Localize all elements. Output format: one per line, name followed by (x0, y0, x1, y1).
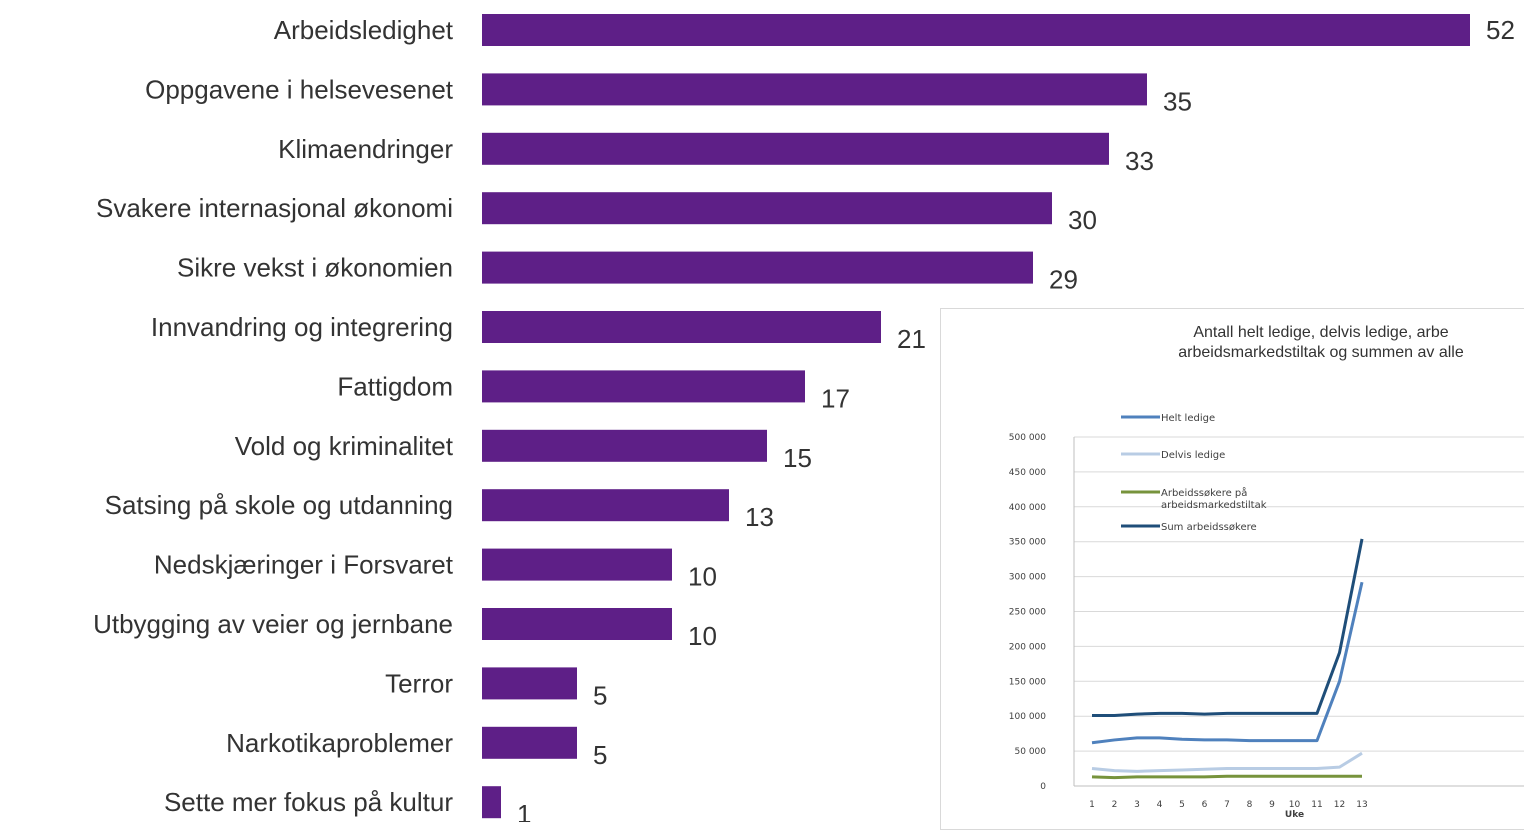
series-line (1091, 751, 1363, 773)
bar-value-label: 15 (783, 443, 812, 473)
x-axis-label: Uke (1285, 810, 1304, 820)
bar-value-label: 29 (1049, 265, 1078, 295)
x-tick-label: 2 (1112, 800, 1118, 810)
bar-category-label: Arbeidsledighet (274, 15, 454, 45)
bar-category-label: Satsing på skole og utdanning (105, 490, 453, 520)
bar-value-label: 5 (593, 680, 607, 710)
bar-value-label: 21 (897, 324, 926, 354)
x-tick-label: 10 (1289, 800, 1301, 810)
inset-title-line-2: arbeidsmarkedstiltak og summen av alle (1178, 344, 1464, 361)
legend-entry: arbeidsmarkedstiltak (1161, 500, 1267, 511)
bar-value-label: 1 (517, 799, 531, 822)
bar (482, 14, 1470, 46)
bar-value-label: 5 (593, 740, 607, 770)
bar-category-label: Narkotikaproblemer (226, 728, 453, 758)
bar-value-label: 10 (688, 621, 717, 651)
bar-category-label: Svakere internasjonal økonomi (96, 193, 453, 223)
y-tick-label: 400 000 (1009, 503, 1046, 513)
bar (482, 429, 767, 462)
y-tick-label: 50 000 (1015, 747, 1047, 757)
x-tick-label: 8 (1247, 800, 1253, 810)
bar (482, 489, 729, 522)
bar-value-label: 30 (1068, 205, 1097, 235)
x-tick-label: 9 (1269, 800, 1275, 810)
series-line (1091, 774, 1362, 780)
inset-chart-title: Antall helt ledige, delvis ledige, arbe … (941, 323, 1524, 363)
bar-value-label: 52 (1486, 15, 1515, 45)
x-tick-label: 4 (1157, 800, 1163, 810)
y-tick-label: 450 000 (1009, 468, 1046, 478)
legend-entry: Helt ledige (1161, 413, 1215, 424)
x-tick-label: 6 (1202, 800, 1208, 810)
bar-category-label: Innvandring og integrering (151, 312, 453, 342)
series-line (1092, 538, 1364, 718)
bar (482, 311, 881, 343)
bar-category-label: Utbygging av veier og jernbane (93, 609, 453, 639)
bar-value-label: 33 (1125, 146, 1154, 176)
bar (482, 251, 1033, 284)
bar (482, 667, 577, 700)
series-line (1091, 581, 1364, 745)
bar (482, 726, 577, 759)
y-tick-label: 200 000 (1009, 642, 1046, 652)
y-tick-label: 300 000 (1009, 573, 1046, 583)
x-tick-label: 5 (1179, 800, 1185, 810)
bar-category-label: Sikre vekst i økonomien (177, 253, 453, 283)
bar-category-label: Fattigdom (337, 371, 453, 401)
y-tick-label: 150 000 (1009, 677, 1046, 687)
inset-title-line-1: Antall helt ledige, delvis ledige, arbe (1193, 324, 1449, 341)
inset-line-chart: 0 50 000 100 000 150 000 200 000 250 000 300 0… (1009, 413, 1524, 820)
y-tick-label: 500 000 (1009, 433, 1046, 443)
bar-value-label: 17 (821, 383, 850, 413)
bar (482, 132, 1109, 165)
bar-category-label: Oppgavene i helsevesenet (145, 74, 454, 104)
x-tick-label: 3 (1134, 800, 1140, 810)
bar (482, 73, 1147, 106)
bar-value-label: 35 (1163, 86, 1192, 116)
bar (482, 608, 672, 640)
bar-value-label: 13 (745, 502, 774, 532)
inset-line-chart-panel: Antall helt ledige, delvis ledige, arbe … (940, 308, 1524, 830)
legend-entry: Sum arbeidssøkere (1161, 522, 1257, 533)
bar (482, 370, 805, 403)
x-tick-label: 13 (1356, 800, 1367, 810)
bar-category-label: Klimaendringer (278, 134, 453, 164)
bar (482, 192, 1052, 225)
legend-entry: Arbeidssøkere på (1161, 486, 1247, 499)
bar-category-label: Terror (385, 668, 453, 698)
y-tick-label: 0 (1040, 782, 1046, 792)
bar (482, 548, 672, 581)
bar (482, 786, 501, 819)
bar-category-label: Nedskjæringer i Forsvaret (154, 550, 454, 580)
x-tick-label: 12 (1334, 800, 1345, 810)
x-tick-label: 11 (1311, 800, 1322, 810)
legend-entry: Delvis ledige (1161, 450, 1225, 461)
bar-value-label: 10 (688, 562, 717, 592)
y-tick-label: 350 000 (1009, 538, 1046, 548)
x-tick-label: 1 (1089, 800, 1095, 810)
y-tick-label: 100 000 (1009, 712, 1046, 722)
y-tick-label: 250 000 (1009, 608, 1046, 618)
x-tick-label: 7 (1224, 800, 1230, 810)
bar-category-label: Vold og kriminalitet (235, 431, 454, 461)
bar-category-label: Sette mer fokus på kultur (164, 787, 453, 817)
